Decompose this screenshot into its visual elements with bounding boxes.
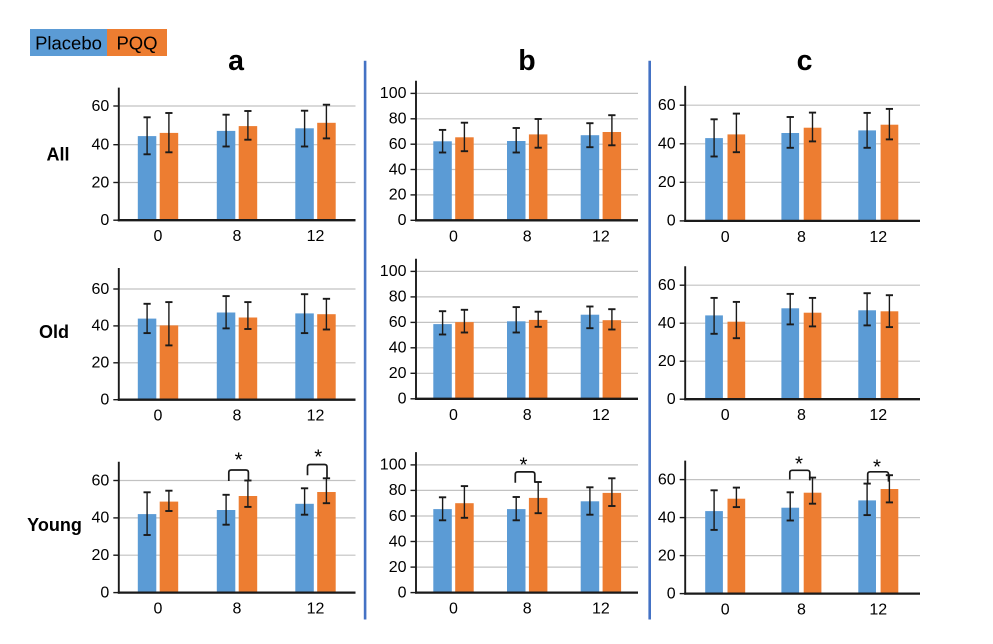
svg-text:12: 12 <box>592 601 610 618</box>
svg-text:Placebo: Placebo <box>35 32 102 53</box>
svg-text:8: 8 <box>523 228 532 245</box>
svg-text:100: 100 <box>380 85 407 102</box>
svg-text:12: 12 <box>307 408 325 425</box>
svg-text:12: 12 <box>307 601 325 618</box>
svg-text:40: 40 <box>658 136 676 153</box>
svg-text:12: 12 <box>869 407 887 424</box>
svg-text:12: 12 <box>592 407 610 424</box>
svg-text:40: 40 <box>92 510 110 527</box>
svg-text:40: 40 <box>658 315 676 332</box>
svg-text:60: 60 <box>92 98 110 115</box>
svg-text:60: 60 <box>389 314 407 331</box>
svg-text:8: 8 <box>797 602 806 619</box>
svg-text:100: 100 <box>380 263 407 280</box>
svg-text:8: 8 <box>797 407 806 424</box>
svg-text:80: 80 <box>389 111 407 128</box>
svg-text:12: 12 <box>592 228 610 245</box>
svg-text:20: 20 <box>92 355 110 372</box>
svg-text:12: 12 <box>869 229 887 246</box>
svg-text:0: 0 <box>154 228 163 245</box>
svg-text:8: 8 <box>233 228 242 245</box>
svg-text:60: 60 <box>389 508 407 525</box>
svg-text:20: 20 <box>389 187 407 204</box>
svg-text:*: * <box>795 453 803 476</box>
svg-text:40: 40 <box>92 137 110 154</box>
svg-text:20: 20 <box>658 547 676 564</box>
svg-text:*: * <box>873 456 881 479</box>
svg-text:40: 40 <box>389 340 407 357</box>
svg-text:*: * <box>314 446 322 469</box>
svg-text:0: 0 <box>398 391 407 408</box>
svg-text:8: 8 <box>797 229 806 246</box>
svg-text:80: 80 <box>389 482 407 499</box>
svg-text:0: 0 <box>398 212 407 229</box>
svg-text:8: 8 <box>523 407 532 424</box>
svg-text:0: 0 <box>721 407 730 424</box>
svg-text:Old: Old <box>39 322 69 342</box>
svg-text:8: 8 <box>523 601 532 618</box>
svg-text:All: All <box>46 145 69 165</box>
svg-text:8: 8 <box>233 601 242 618</box>
svg-text:8: 8 <box>233 408 242 425</box>
svg-text:0: 0 <box>154 601 163 618</box>
svg-text:0: 0 <box>721 602 730 619</box>
svg-text:0: 0 <box>100 212 109 229</box>
svg-text:0: 0 <box>398 584 407 601</box>
svg-text:*: * <box>520 453 528 476</box>
svg-text:Young: Young <box>27 515 82 535</box>
svg-text:20: 20 <box>658 353 676 370</box>
svg-text:60: 60 <box>389 136 407 153</box>
svg-text:20: 20 <box>389 559 407 576</box>
svg-text:*: * <box>235 449 243 472</box>
svg-text:c: c <box>797 45 813 77</box>
svg-text:0: 0 <box>667 391 676 408</box>
svg-text:0: 0 <box>667 213 676 230</box>
svg-text:40: 40 <box>389 161 407 178</box>
svg-text:60: 60 <box>92 281 110 298</box>
svg-text:40: 40 <box>389 533 407 550</box>
svg-text:40: 40 <box>92 318 110 335</box>
svg-text:40: 40 <box>658 509 676 526</box>
svg-text:0: 0 <box>721 229 730 246</box>
svg-text:0: 0 <box>449 228 458 245</box>
svg-text:0: 0 <box>449 601 458 618</box>
svg-text:0: 0 <box>667 585 676 602</box>
svg-text:60: 60 <box>92 472 110 489</box>
svg-text:80: 80 <box>389 289 407 306</box>
svg-text:60: 60 <box>658 277 676 294</box>
svg-text:PQQ: PQQ <box>116 32 157 53</box>
svg-text:0: 0 <box>449 407 458 424</box>
svg-text:20: 20 <box>389 365 407 382</box>
svg-text:0: 0 <box>100 392 109 409</box>
svg-text:20: 20 <box>92 174 110 191</box>
svg-text:0: 0 <box>100 584 109 601</box>
svg-text:a: a <box>228 45 245 77</box>
svg-text:20: 20 <box>658 174 676 191</box>
svg-text:12: 12 <box>869 602 887 619</box>
svg-text:20: 20 <box>92 547 110 564</box>
svg-text:b: b <box>518 45 535 77</box>
svg-text:100: 100 <box>380 457 407 474</box>
svg-text:60: 60 <box>658 471 676 488</box>
svg-text:60: 60 <box>658 97 676 114</box>
svg-text:12: 12 <box>307 228 325 245</box>
svg-text:0: 0 <box>154 408 163 425</box>
